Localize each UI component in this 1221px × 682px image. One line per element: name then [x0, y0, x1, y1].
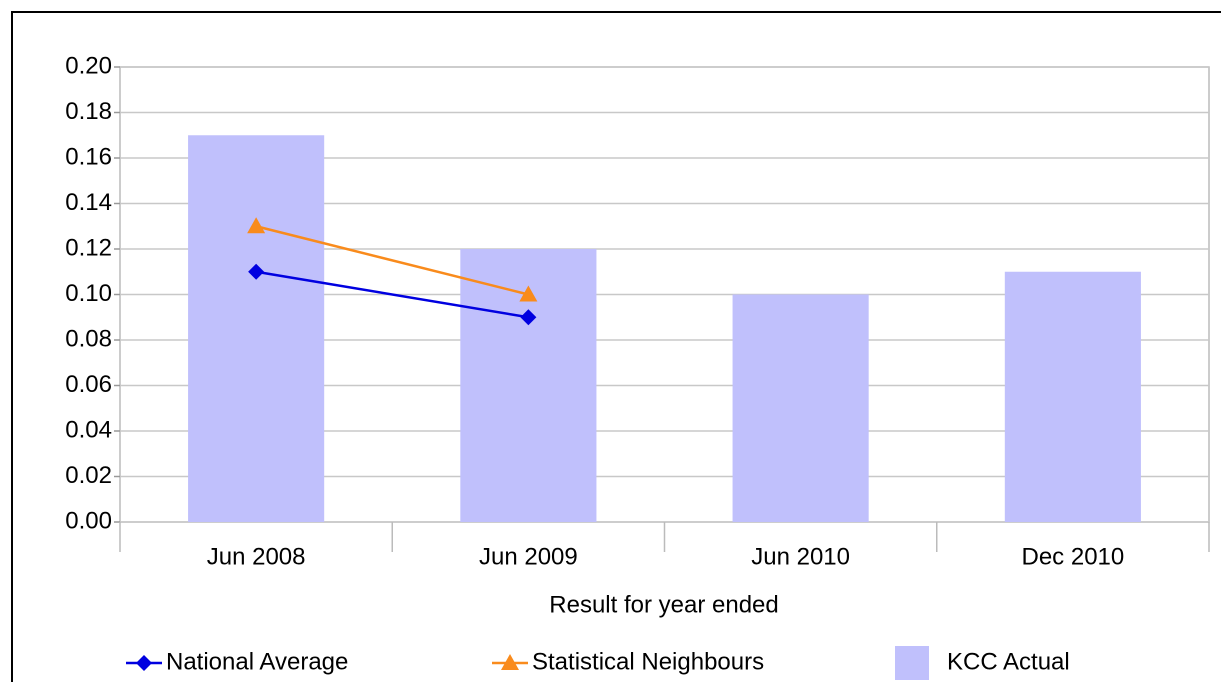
legend-marker	[136, 655, 152, 671]
line-marker	[248, 263, 265, 280]
y-tick-label: 0.20	[65, 52, 112, 79]
bar	[1004, 271, 1141, 522]
line	[255, 270, 529, 319]
y-tick-label: 0.02	[65, 462, 112, 489]
y-tick-label: 0.00	[65, 507, 112, 534]
line-marker	[520, 309, 537, 326]
legend-label: KCC Actual	[947, 648, 1070, 675]
y-tick-label: 0.08	[65, 325, 112, 352]
y-tick-label: 0.16	[65, 143, 112, 170]
y-tick-label: 0.18	[65, 98, 112, 125]
x-axis-title: Result for year ended	[549, 591, 778, 618]
legend-label: National Average	[166, 648, 348, 675]
y-tick-label: 0.12	[65, 234, 112, 261]
legend-marker	[501, 654, 519, 670]
line-marker	[519, 285, 538, 302]
bar	[732, 294, 869, 522]
x-tick-label: Jun 2008	[207, 543, 306, 570]
bar	[188, 135, 325, 522]
x-tick-label: Jun 2009	[479, 543, 578, 570]
y-tick-label: 0.04	[65, 416, 112, 443]
y-tick-label: 0.14	[65, 189, 112, 216]
line-marker	[247, 217, 266, 234]
y-tick-label: 0.10	[65, 280, 112, 307]
line	[255, 225, 529, 296]
x-tick-label: Jun 2010	[751, 543, 850, 570]
legend-label: Statistical Neighbours	[532, 648, 764, 675]
x-tick-label: Dec 2010	[1022, 543, 1125, 570]
y-tick-label: 0.06	[65, 371, 112, 398]
legend-swatch	[895, 646, 929, 680]
